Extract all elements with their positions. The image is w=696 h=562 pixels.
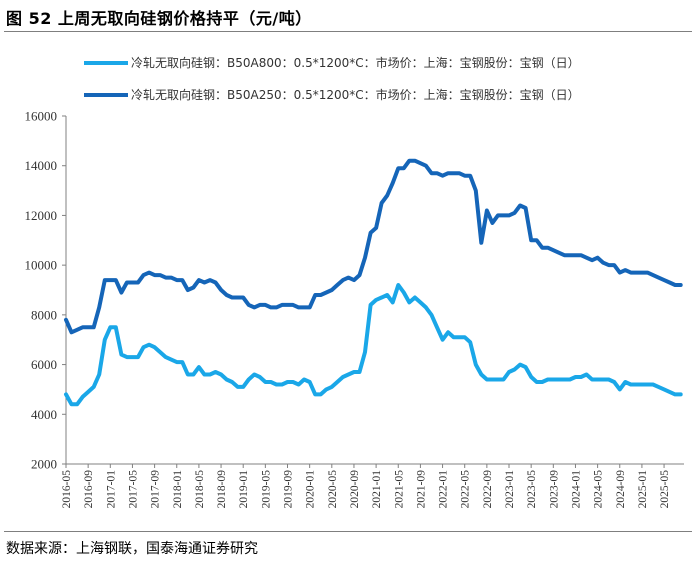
x-tick-label: 2019-05 — [260, 470, 272, 509]
chart-figure-title: 图 52 上周无取向硅钢价格持平（元/吨） — [6, 9, 312, 28]
x-tick-label: 2025-01 — [637, 470, 649, 509]
footer-divider — [4, 531, 692, 532]
x-tick-label: 2019-01 — [238, 470, 250, 509]
x-tick-label: 2021-09 — [415, 470, 427, 509]
y-tick-label: 16000 — [25, 109, 58, 124]
x-tick-label: 2017-05 — [127, 470, 139, 509]
x-tick-label: 2018-09 — [216, 470, 228, 509]
x-tick-label: 2023-09 — [548, 470, 560, 509]
y-tick-label: 8000 — [31, 307, 57, 322]
y-tick-label: 6000 — [31, 357, 57, 372]
y-tick-label: 2000 — [31, 457, 57, 472]
x-tick-label: 2023-01 — [504, 470, 516, 509]
x-tick-label: 2020-05 — [327, 470, 339, 509]
x-tick-label: 2018-01 — [172, 470, 184, 509]
y-tick-label: 14000 — [25, 158, 58, 173]
x-tick-label: 2017-01 — [105, 470, 117, 509]
x-tick-label: 2024-05 — [593, 470, 605, 509]
chart-plot-area — [64, 158, 683, 407]
series-line-1 — [64, 283, 683, 407]
legend-label-2: 冷轧无取向硅钢：B50A250：0.5*1200*C：市场价：上海：宝钢股份：宝… — [131, 87, 580, 102]
x-tick-label: 2019-09 — [283, 470, 295, 509]
x-tick-label: 2024-09 — [615, 470, 627, 509]
x-tick-label: 2021-01 — [371, 470, 383, 509]
chart-axes: 2000 4000 6000 8000 10000 12000 14000 16000 2016… — [25, 109, 684, 509]
x-tick-label: 2020-01 — [305, 470, 317, 509]
x-tick-label: 2017-09 — [150, 470, 162, 509]
chart-legend: 冷轧无取向硅钢：B50A800：0.5*1200*C：市场价：上海：宝钢股份：宝… — [84, 55, 580, 102]
x-tick-label: 2018-05 — [194, 470, 206, 509]
x-tick-label: 2016-05 — [61, 470, 73, 509]
x-tick-label: 2022-05 — [460, 470, 472, 509]
series-line-2 — [64, 158, 683, 335]
x-tick-label: 2022-01 — [438, 470, 450, 509]
x-tick-label: 2020-09 — [349, 470, 361, 509]
x-tick-label: 2022-09 — [482, 470, 494, 509]
legend-label-1: 冷轧无取向硅钢：B50A800：0.5*1200*C：市场价：上海：宝钢股份：宝… — [131, 55, 580, 70]
x-tick-label: 2023-05 — [526, 470, 538, 509]
x-tick-label: 2021-05 — [393, 470, 405, 509]
y-tick-label: 10000 — [25, 258, 58, 273]
data-source-note: 数据来源：上海钢联，国泰海通证券研究 — [6, 541, 258, 557]
title-divider — [4, 31, 692, 32]
x-tick-label: 2024-01 — [570, 470, 582, 509]
y-tick-label: 4000 — [31, 407, 57, 422]
x-tick-label: 2016-09 — [83, 470, 95, 509]
y-tick-label: 12000 — [25, 208, 58, 223]
x-tick-label: 2025-05 — [659, 470, 671, 509]
